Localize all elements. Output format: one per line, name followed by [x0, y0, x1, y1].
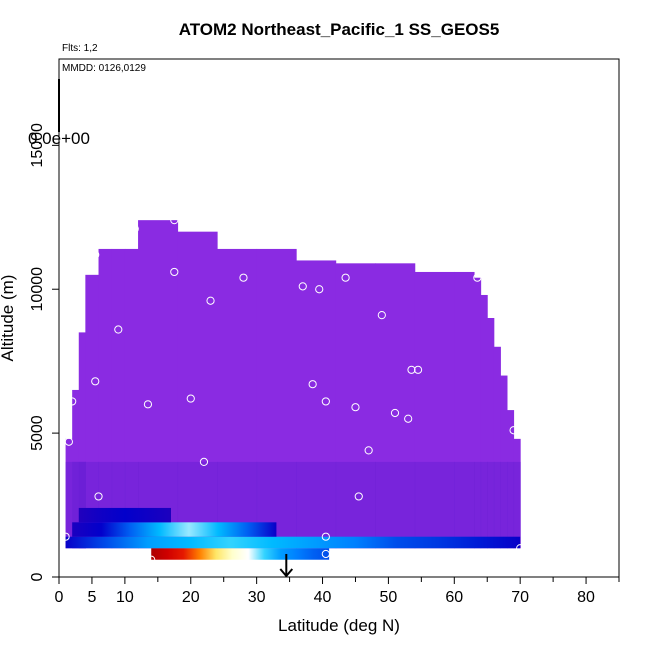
- low-altitude-shading: [414, 461, 455, 549]
- sample-point: [377, 311, 386, 320]
- sample-point: [473, 273, 482, 282]
- sample-point: [308, 380, 317, 389]
- x-tick-label: 20: [182, 589, 200, 606]
- sample-point: [351, 403, 360, 412]
- y-tick-label: 10000: [29, 267, 46, 312]
- y-tick-label: 0: [29, 572, 46, 581]
- sample-point: [199, 457, 209, 466]
- profile-column: [487, 318, 495, 549]
- flight-arrow-head: [279, 568, 294, 578]
- sample-point: [407, 365, 416, 374]
- low-altitude-shading: [375, 461, 416, 549]
- sample-point: [354, 492, 363, 501]
- sample-point: [91, 250, 100, 259]
- low-altitude-shading: [500, 461, 508, 549]
- sample-point: [68, 397, 77, 406]
- concentration-band: [72, 522, 277, 537]
- sample-point: [364, 446, 373, 455]
- x-tick-label: 40: [314, 589, 332, 606]
- sample-point: [321, 397, 330, 406]
- sample-point: [315, 285, 324, 294]
- sample-point: [61, 532, 70, 541]
- sample-point: [74, 276, 83, 285]
- concentration-band: [65, 536, 521, 549]
- low-altitude-shading: [493, 461, 501, 549]
- plot-frame: [58, 58, 620, 578]
- sample-point: [94, 492, 103, 501]
- sample-point: [413, 365, 423, 374]
- x-tick-label: 70: [511, 589, 529, 606]
- sample-point: [206, 296, 215, 305]
- low-altitude-shading: [507, 461, 515, 549]
- sample-point: [321, 549, 330, 559]
- sample-point: [147, 555, 156, 564]
- profile-column: [480, 294, 488, 549]
- sample-point: [170, 267, 179, 277]
- flights-annotation: Flts: 1,2: [62, 43, 98, 54]
- x-axis-label: Latitude (deg N): [278, 616, 400, 635]
- axes: 0 5 10 20 30 40 50 60 70 80 0 5000 10000 15000: [29, 123, 620, 606]
- x-tick-label: 0: [55, 589, 64, 606]
- low-altitude-shading: [454, 461, 475, 549]
- x-tick-label: 60: [445, 589, 463, 606]
- sample-point: [143, 400, 153, 409]
- colorbar-value-label: 0.0e+00: [28, 129, 90, 148]
- x-tick-label: 30: [248, 589, 266, 606]
- low-altitude-shading: [296, 461, 337, 549]
- plot-area: [61, 216, 525, 578]
- y-tick-label: 15000: [29, 123, 46, 168]
- low-altitude-shading: [335, 461, 376, 549]
- sample-point: [114, 325, 123, 334]
- low-altitude-shading: [480, 461, 488, 549]
- concentration-band: [78, 507, 171, 523]
- low-altitude-shading: [513, 461, 521, 549]
- x-tick-label: 80: [577, 589, 595, 606]
- concentration-band: [151, 548, 330, 560]
- sample-point: [170, 216, 179, 225]
- sample-point: [239, 273, 248, 282]
- profile-column: [493, 346, 501, 549]
- sample-point: [91, 377, 100, 386]
- profile-column: [474, 277, 482, 549]
- y-axis-label: Altitude (m): [0, 275, 17, 362]
- sample-point: [130, 224, 139, 233]
- sample-point: [516, 544, 525, 553]
- sample-point: [321, 532, 330, 541]
- x-tick-label: 10: [116, 589, 134, 606]
- sample-point: [186, 394, 195, 403]
- dates-annotation: MMDD: 0126,0129: [62, 63, 146, 74]
- low-altitude-shading: [78, 461, 86, 549]
- profile-column: [78, 332, 86, 549]
- x-tick-label: 5: [87, 589, 96, 606]
- sample-point: [509, 426, 518, 435]
- x-tick-label: 50: [380, 589, 398, 606]
- sample-point: [298, 282, 307, 291]
- sample-point: [64, 437, 73, 446]
- y-tick-label: 5000: [29, 415, 46, 451]
- low-altitude-shading: [487, 461, 495, 549]
- sample-point: [390, 408, 400, 418]
- sample-point: [404, 414, 413, 423]
- low-altitude-shading: [474, 461, 482, 549]
- sample-point: [341, 273, 350, 282]
- chart-title: ATOM2 Northeast_Pacific_1 SS_GEOS5: [179, 20, 500, 39]
- sample-point: [81, 250, 90, 259]
